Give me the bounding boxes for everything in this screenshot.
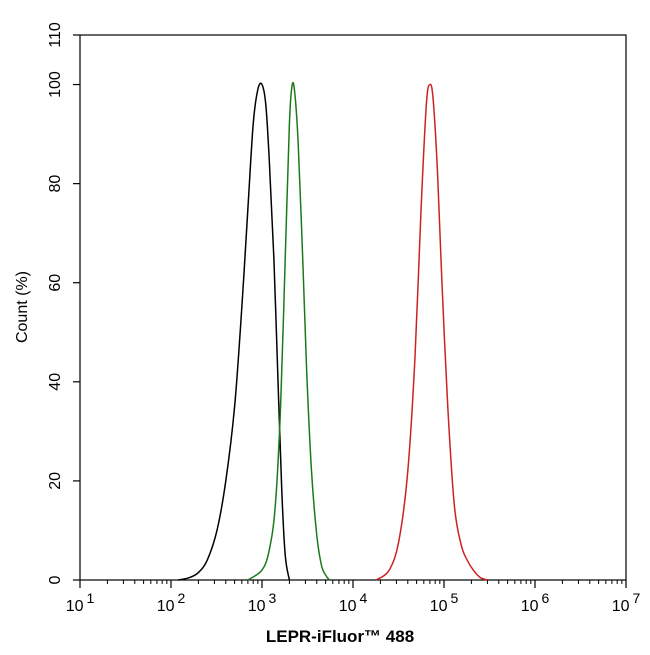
y-tick-label: 40 [47,373,64,391]
y-tick-label: 60 [47,274,64,292]
y-tick-label: 20 [47,472,64,490]
x-axis-title: LEPR-iFluor™ 488 [266,627,414,646]
y-tick-label: 100 [47,71,64,98]
x-tick-label: 10 6 [521,590,550,615]
x-tick-label: 10 4 [339,590,368,615]
y-axis-ticks: 0 20 40 60 80 100 110 [47,22,80,584]
x-tick-label: 10 2 [157,590,186,615]
x-axis-ticks: 10 1 10 2 10 3 10 4 10 5 10 6 10 7 [66,580,641,615]
series-group [178,81,488,581]
y-tick-label: 110 [47,22,64,48]
series-line-3 [375,83,488,581]
series-line-1 [178,82,291,581]
series-line-2 [247,81,330,581]
x-tick-label: 10 3 [248,590,277,615]
y-axis-title: Count (%) [14,271,31,343]
plot-frame [79,34,627,581]
x-tick-label: 10 1 [66,590,95,615]
y-tick-label: 80 [47,175,64,193]
x-tick-label: 10 7 [612,590,641,615]
x-tick-label: 10 5 [430,590,459,615]
y-tick-label: 0 [47,575,64,584]
